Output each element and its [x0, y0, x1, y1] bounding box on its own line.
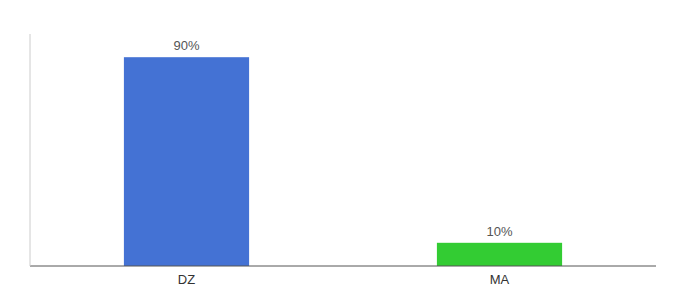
bar [124, 57, 249, 266]
chart: DZ MA 90% 10% [0, 0, 680, 300]
y-axis-line [30, 34, 31, 266]
x-tick-label: MA [490, 272, 510, 287]
bar [437, 243, 562, 266]
x-tick-label: DZ [178, 272, 195, 287]
x-axis-line [30, 266, 656, 267]
data-label: 90% [173, 38, 199, 53]
chart-container: DZ MA 90% 10% [0, 0, 680, 300]
data-label: 10% [486, 224, 512, 239]
bars [124, 57, 562, 266]
